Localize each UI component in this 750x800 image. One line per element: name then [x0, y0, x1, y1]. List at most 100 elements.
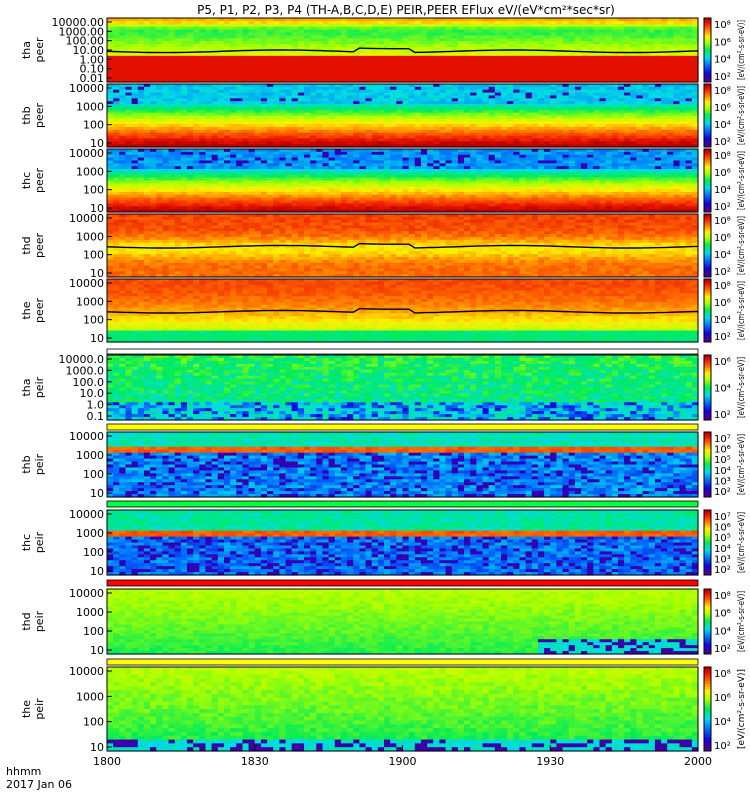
- colorbar-tick-label: 10²: [714, 332, 731, 343]
- x-tick-label: 1900: [389, 755, 417, 768]
- colorbar-tick-label: 10⁵: [714, 533, 731, 544]
- colorbar-label: [eV/(cm²-s-sr-eV)]: [737, 281, 747, 340]
- heatmap-thc-peir: [107, 510, 699, 576]
- y-tick-label: 100.0: [73, 376, 105, 389]
- y-tick-label: 1000: [76, 606, 104, 619]
- heatmap-thb-peer: [107, 84, 699, 148]
- x-axis: 1800 1830 1900 1930 2000: [93, 745, 712, 768]
- colorbar-thc-peer: 10⁸ 10⁶ 10⁴ 10² [eV/(cm²-s-sr-eV)]: [703, 148, 747, 213]
- colorbar-tick-label: 10⁴: [714, 717, 731, 728]
- y-tick-label: 10.00: [73, 44, 105, 57]
- panel-the-peer: 10000 1000 100 10 the peer 10⁸ 10⁶ 10⁴ 10² [eV/(cm…: [20, 277, 747, 345]
- boundary-curve-thd-peer: [106, 242, 699, 249]
- y-tick-label: 100: [83, 119, 104, 132]
- y-tick-label: 10000: [69, 82, 104, 95]
- panel-frame: [106, 148, 699, 213]
- colorbar-tick-label: 10⁴: [714, 120, 731, 131]
- colorbar-tick-label: 10⁶: [714, 298, 731, 309]
- panel-thb-peer: 10000 1000 100 10 thb peer 10⁸ 10⁶ 10⁴ 10² [eV/(cm…: [20, 82, 747, 150]
- mode-strip-tha-peir: [106, 348, 699, 355]
- colorbar-tick-label: 10⁴: [714, 626, 731, 637]
- y-tick-label: 1000: [76, 100, 104, 113]
- panel-species-label: peir: [33, 610, 46, 632]
- panel-probe-label: thd: [20, 612, 33, 630]
- panel-thd-peir: 10000 1000 100 10 thd peir 10⁸ 10⁶ 10⁴ 10² [eV/(cm…: [20, 579, 747, 657]
- x-tick-label: 2000: [684, 755, 712, 768]
- y-tick-label: 0.1: [87, 410, 105, 423]
- colorbar-the-peer: 10⁸ 10⁶ 10⁴ 10² [eV/(cm²-s-sr-eV)]: [703, 278, 747, 343]
- y-tick-label: 10000: [69, 665, 104, 678]
- colorbar-label: [eV/(cm²-s-sr-eV)]: [737, 434, 747, 495]
- mode-strip-thb-peir: [106, 423, 699, 431]
- colorbar-tick-label: 10²: [714, 137, 731, 148]
- y-tick-label: 10: [90, 267, 104, 280]
- heatmap-thb-peir: [107, 432, 699, 498]
- y-tick-label: 100: [83, 314, 104, 327]
- y-tick-label: 0.01: [80, 72, 105, 85]
- boundary-curve-the-peer: [106, 307, 699, 314]
- colorbar-tick-label: 10⁴: [714, 55, 731, 66]
- panel-thc-peer: 10000 1000 100 10 thc peer 10⁸ 10⁶ 10⁴ 10² [eV/(cm…: [20, 147, 747, 215]
- y-tick-label: 1000: [76, 527, 104, 540]
- panel-species-label: peer: [33, 37, 46, 63]
- heatmap-thc-peer: [107, 149, 699, 213]
- colorbar-tick-label: 10⁴: [714, 185, 731, 196]
- colorbar-tick-label: 10⁶: [714, 37, 731, 48]
- panel-frame: [106, 83, 699, 148]
- x-axis-label: hhmm: [6, 765, 41, 778]
- y-tick-label: 1000.00: [59, 25, 105, 38]
- panel-thd-peer: 10000 1000 100 10 thd peer 10⁸ 10⁶ 10⁴ 10² [eV/(cm…: [20, 212, 747, 280]
- y-tick-label: 10000: [69, 508, 104, 521]
- y-tick-label: 1.00: [80, 53, 105, 66]
- colorbar-tick-label: 10⁴: [714, 250, 731, 261]
- colorbar-tick-label: 10⁷: [714, 434, 731, 445]
- y-tick-label: 100: [83, 468, 104, 481]
- x-axis-date: 2017 Jan 06: [6, 778, 72, 791]
- panel-species-label: peir: [33, 376, 46, 398]
- panel-species-label: peer: [33, 103, 46, 129]
- colorbar-tick-label: 10⁸: [714, 216, 731, 227]
- colorbar-tick-label: 10⁴: [714, 466, 731, 477]
- colorbar-tick-label: 10⁴: [714, 384, 731, 395]
- colorbar-tick-label: 10⁶: [714, 609, 731, 620]
- panel-species-label: peer: [33, 168, 46, 194]
- colorbar-tick-label: 10⁶: [714, 168, 731, 179]
- panel-the-peir: 10000 1000 100 10 the peir 10⁸ 10⁶ 10⁴ 10² [eV/(cm…: [20, 658, 747, 754]
- panel-probe-label: tha: [20, 378, 33, 396]
- colorbar-tick-label: 10²: [714, 565, 731, 576]
- y-tick-label: 10000: [69, 277, 104, 290]
- colorbar-tick-label: 10⁸: [714, 281, 731, 292]
- colorbar-tick-label: 10²: [714, 741, 731, 752]
- colorbar-tick-label: 10⁸: [714, 591, 731, 602]
- colorbar-tick-label: 10⁵: [714, 455, 731, 466]
- colorbar-tick-label: 10²: [714, 410, 731, 421]
- y-tick-label: 10: [90, 487, 104, 500]
- colorbar-tick-label: 10⁶: [714, 357, 731, 368]
- colorbar-tick-label: 10⁶: [714, 103, 731, 114]
- panel-probe-label: thc: [20, 534, 33, 551]
- colorbar-tha-peer: 10⁸ 10⁶ 10⁴ 10² [eV/(cm²-s-sr-eV)]: [703, 17, 747, 83]
- colorbar-tick-label: 10²: [714, 72, 731, 83]
- heatmap-the-peer: [107, 279, 699, 343]
- colorbar-tick-label: 10⁴: [714, 544, 731, 555]
- panel-probe-label: the: [20, 301, 33, 319]
- colorbar-tick-label: 10³: [714, 554, 731, 565]
- colorbar-label: [eV/(cm²-s-sr-eV)]: [737, 669, 747, 749]
- y-tick-label: 10.0: [80, 387, 105, 400]
- panel-probe-label: the: [20, 700, 33, 718]
- y-tick-label: 100.00: [66, 35, 105, 48]
- colorbar-thd-peir: 10⁸ 10⁶ 10⁴ 10² [eV/(cm²-s-sr-eV)]: [703, 588, 747, 655]
- y-tick-label: 10000.00: [52, 16, 105, 29]
- y-tick-label: 10000: [69, 587, 104, 600]
- colorbar-label: [eV/(cm²-s-sr-eV)]: [737, 591, 747, 652]
- colorbar-thd-peer: 10⁸ 10⁶ 10⁴ 10² [eV/(cm²-s-sr-eV)]: [703, 213, 747, 278]
- panel-frame: [106, 431, 699, 498]
- y-tick-label: 10000: [69, 147, 104, 160]
- y-tick-label: 10: [90, 202, 104, 215]
- y-tick-label: 10000: [69, 212, 104, 225]
- colorbar-tick-label: 10⁶: [714, 445, 731, 456]
